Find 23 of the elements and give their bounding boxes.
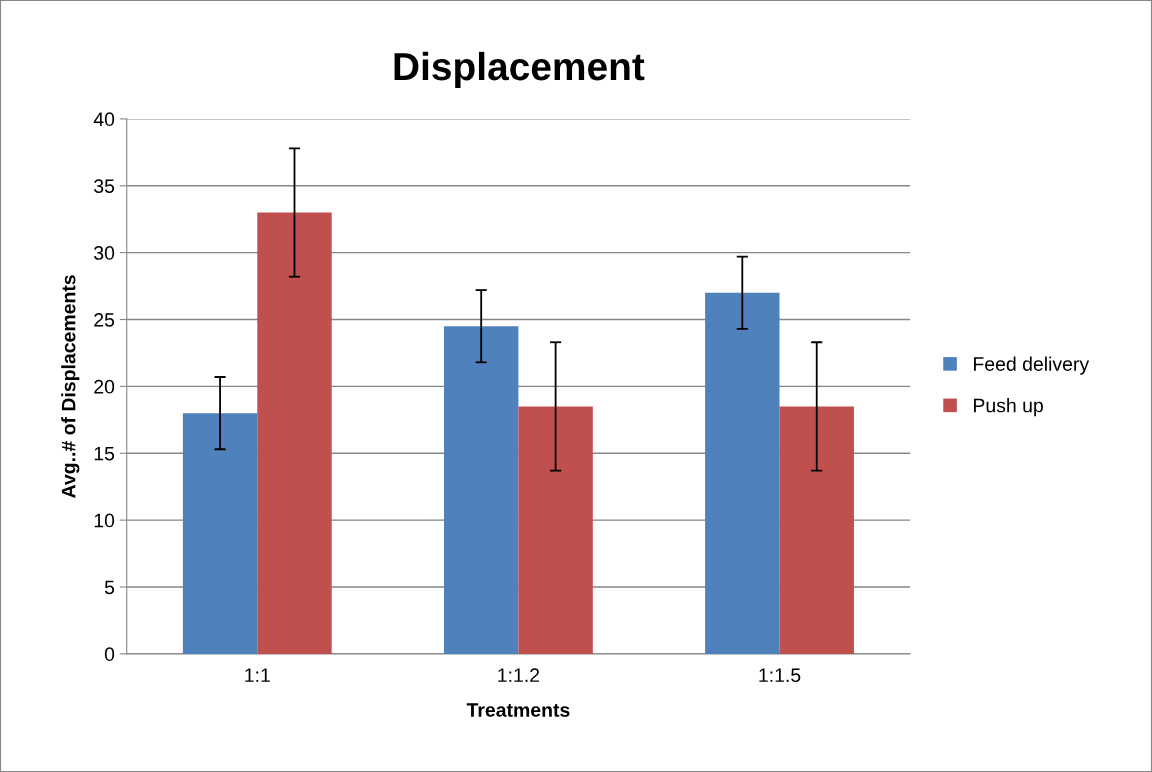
x-tick-label: 1:1.5: [759, 668, 801, 683]
chart-title: Displacement: [394, 51, 645, 89]
y-tick-label: 5: [104, 580, 115, 595]
bar: [779, 406, 854, 654]
x-axis-title: Treatments: [466, 703, 570, 717]
bar: [257, 212, 332, 654]
y-tick-label: 20: [94, 379, 115, 394]
x-tick-label: 1:1: [245, 668, 270, 682]
bar: [182, 413, 258, 654]
y-tick-label: 10: [94, 513, 115, 528]
y-tick-label: 35: [94, 179, 115, 193]
y-tick-label: 0: [104, 647, 115, 662]
y-tick-label: 15: [94, 446, 115, 461]
y-tick-label: 25: [94, 312, 115, 327]
y-tick-label: 30: [94, 246, 115, 260]
y-axis-title: Avg..# of Displacements: [61, 275, 80, 498]
y-tick-label: 40: [93, 112, 115, 127]
bar: [705, 292, 780, 654]
bar: [518, 406, 593, 654]
bar: [443, 326, 519, 654]
legend-label: Push up: [974, 398, 1043, 417]
legend-label: Feed delivery: [974, 356, 1090, 375]
x-tick-label: 1:1.2: [498, 668, 540, 682]
